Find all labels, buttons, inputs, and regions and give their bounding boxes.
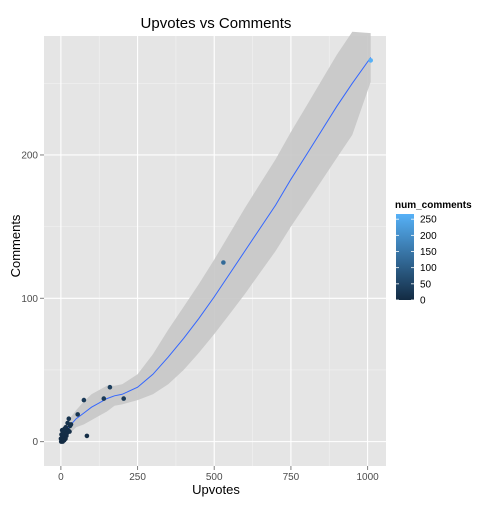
data-point [84, 433, 90, 439]
data-point [67, 429, 72, 434]
y-axis-label: Comments [8, 214, 23, 277]
data-point [221, 260, 226, 265]
legend: num_comments 250 200 150 100 50 0 [395, 200, 472, 307]
x-tick-label: 1000 [356, 472, 379, 483]
data-point [107, 384, 113, 390]
x-tick-label: 750 [283, 472, 300, 483]
points-layer [58, 58, 374, 444]
y-tick-label: 100 [21, 294, 38, 305]
confidence-ribbon-layer [60, 31, 371, 445]
legend-label: 50 [420, 279, 432, 290]
y-tick-label: 200 [21, 150, 38, 161]
smooth-line [60, 57, 372, 438]
x-tick-label: 0 [58, 472, 64, 483]
data-point [101, 396, 107, 401]
legend-label: 150 [420, 247, 437, 258]
x-tick-label: 500 [206, 472, 223, 483]
legend-label: 0 [420, 296, 426, 307]
colorbar [396, 214, 414, 300]
axis-ticks: 0 250 500 750 1000 0 100 200 [21, 150, 379, 483]
data-point [75, 412, 80, 417]
y-tick-label: 0 [32, 437, 38, 448]
confidence-ribbon [60, 31, 371, 445]
legend-label: 250 [420, 215, 437, 226]
data-point [121, 396, 126, 401]
x-tick-label: 250 [129, 472, 146, 483]
chart-title: Upvotes vs Comments [141, 15, 292, 32]
legend-label: 200 [420, 231, 437, 242]
data-point [66, 416, 72, 422]
smooth-line-layer [60, 57, 372, 438]
legend-label: 100 [420, 263, 437, 274]
data-point [368, 58, 374, 63]
data-point [81, 397, 87, 403]
data-point [68, 422, 74, 427]
legend-title: num_comments [395, 200, 472, 211]
x-axis-label: Upvotes [192, 482, 240, 497]
